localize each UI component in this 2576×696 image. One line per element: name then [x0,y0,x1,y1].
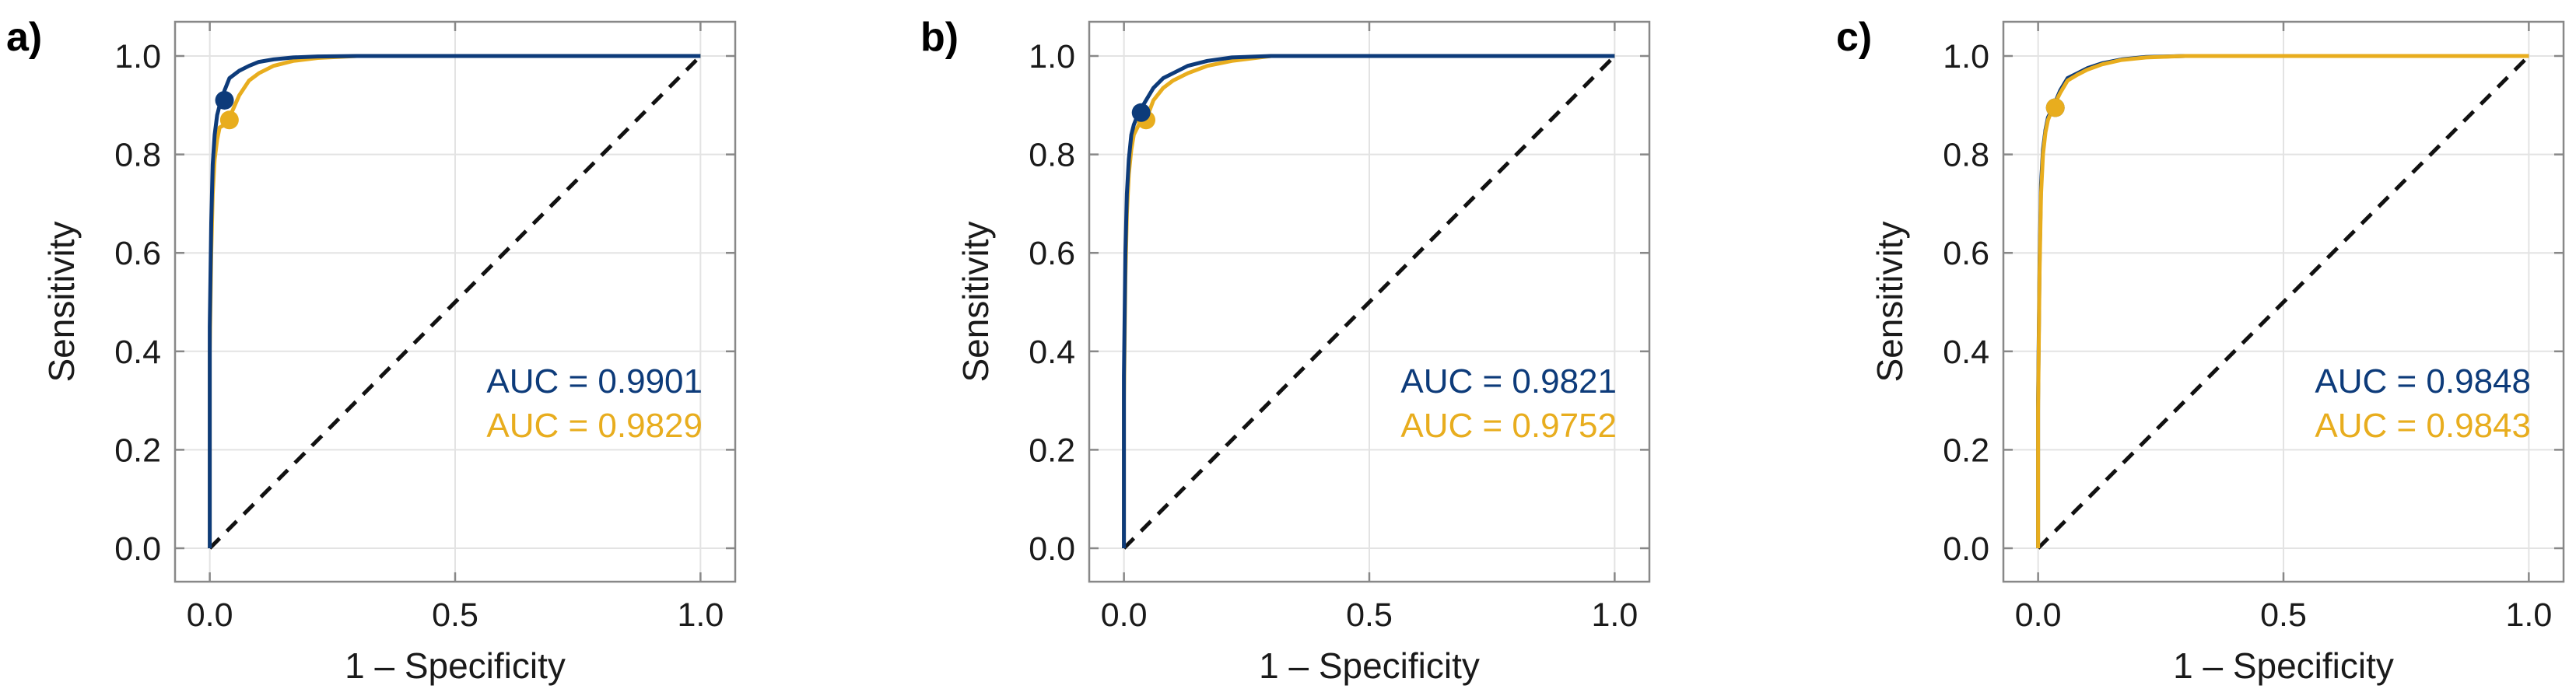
auc-label-series2: AUC = 0.9752 [1400,407,1617,445]
auc-label-series1: AUC = 0.9901 [486,362,703,400]
x-tick-label: 0.5 [1346,596,1393,634]
y-tick-label: 0.6 [1029,235,1075,272]
x-axis-label: 1 – Specificity [1259,645,1480,686]
chance-diagonal [2036,54,2531,550]
x-tick-label: 0.5 [432,596,478,634]
y-tick-label: 1.0 [1943,38,1989,75]
y-axis-label: Sensitivity [955,221,996,382]
x-axis-label: 1 – Specificity [2173,645,2394,686]
x-axis-label: 1 – Specificity [345,645,566,686]
auc-label-series1: AUC = 0.9821 [1400,362,1617,400]
panel-label: a) [6,15,42,60]
y-tick-label: 0.8 [1943,137,1989,174]
y-tick-label: 0.2 [1029,432,1075,469]
y-tick-label: 0.8 [1029,137,1075,174]
x-tick-label: 1.0 [1591,596,1638,634]
panel-label: c) [1836,15,1872,60]
y-tick-label: 0.0 [1029,530,1075,568]
auc-label-series2: AUC = 0.9829 [486,407,703,445]
y-axis-label: Sensitivity [41,221,82,382]
y-tick-label: 0.2 [1943,432,1989,469]
y-tick-label: 0.4 [1943,334,1989,371]
operating-point-series2 [2045,98,2065,117]
operating-point-series1 [215,90,234,110]
panel-label: b) [920,15,959,60]
auc-label-series1: AUC = 0.9848 [2315,362,2531,400]
auc-label-series2: AUC = 0.9843 [2315,407,2531,445]
y-axis-label: Sensitivity [1870,221,1910,382]
chance-diagonal [1122,54,1617,550]
x-tick-label: 1.0 [677,596,724,634]
y-tick-label: 1.0 [1029,38,1075,75]
x-tick-label: 0.0 [1101,596,1148,634]
x-tick-label: 1.0 [2505,596,2552,634]
y-tick-label: 0.4 [1029,334,1075,371]
chance-diagonal [208,54,703,550]
operating-point-series1 [1131,103,1151,122]
roc-curve-series2 [2036,54,2529,548]
y-tick-label: 0.6 [114,235,161,272]
y-tick-label: 0.2 [114,432,161,469]
x-tick-label: 0.0 [2015,596,2062,634]
x-tick-label: 0.5 [2260,596,2307,634]
panel-a: 0.0 0.5 1.0 0.0 0.2 0.4 0.6 0.8 1.0 1 – Specifici… [6,15,737,686]
roc-curve-series1 [1122,54,1615,548]
roc-curve-series1 [208,54,701,548]
y-tick-label: 0.4 [114,334,161,371]
x-tick-label: 0.0 [187,596,233,634]
panel-b: 0.0 0.5 1.0 0.0 0.2 0.4 0.6 0.8 1.0 1 – Specifici… [920,15,1651,686]
panel-c: 0.0 0.5 1.0 0.0 0.2 0.4 0.6 0.8 1.0 1 – Specifici… [1836,15,2565,686]
y-tick-label: 0.0 [114,530,161,568]
operating-point-series2 [219,110,239,130]
y-tick-label: 1.0 [114,38,161,75]
y-tick-label: 0.8 [114,137,161,174]
y-tick-label: 0.0 [1943,530,1989,568]
y-tick-label: 0.6 [1943,235,1989,272]
